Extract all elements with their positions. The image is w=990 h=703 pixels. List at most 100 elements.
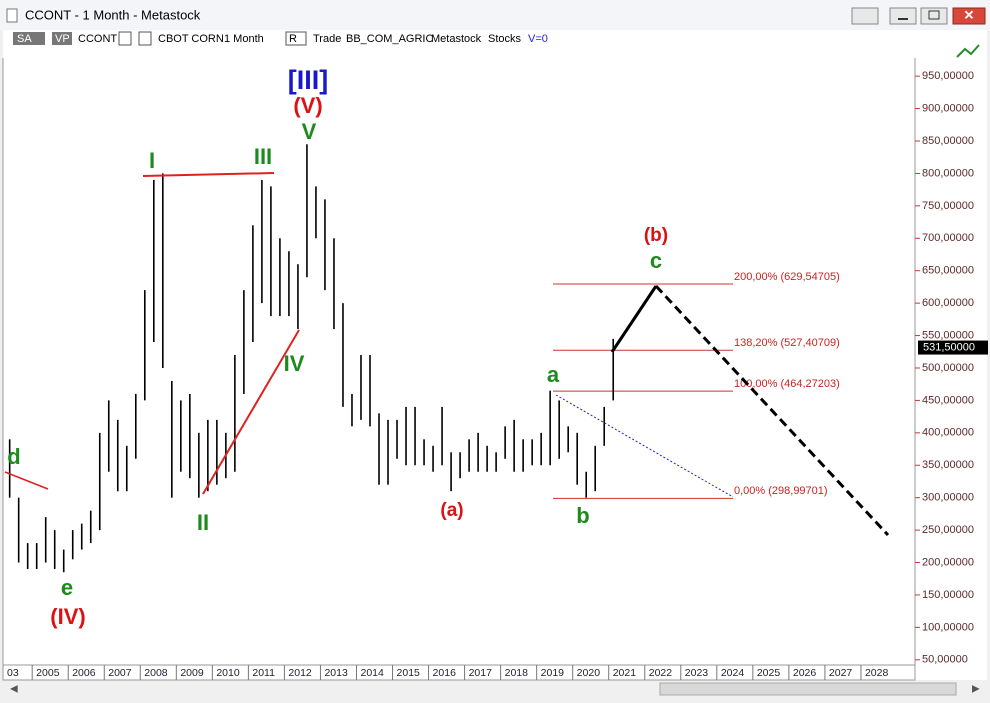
x-tick-label: 2010 xyxy=(216,667,240,679)
wave-label: (IV) xyxy=(50,604,85,629)
y-tick-label: 100,00000 xyxy=(922,621,974,633)
x-tick-label: 2011 xyxy=(252,667,275,679)
close-icon: ✕ xyxy=(964,7,975,22)
fib-label: 100,00% (464,27203) xyxy=(734,378,840,390)
scrollbar-thumb[interactable] xyxy=(659,682,957,696)
y-tick-label: 700,00000 xyxy=(922,232,974,244)
x-tick-label: 2008 xyxy=(144,667,168,679)
y-tick-label: 550,00000 xyxy=(922,329,974,341)
symbol-dropdown[interactable] xyxy=(118,31,132,46)
x-tick-label: 03 xyxy=(7,667,19,679)
wave-labels: d e (IV) I II III IV V (V) [III] (a) a b… xyxy=(7,65,668,629)
scroll-right[interactable]: ▶ xyxy=(972,684,980,695)
y-tick-label: 300,00000 xyxy=(922,492,974,504)
y-tick-label: 900,00000 xyxy=(922,102,974,114)
x-tick-label: 2014 xyxy=(360,667,384,679)
trend-line xyxy=(142,172,275,177)
y-tick-label: 150,00000 xyxy=(922,589,974,601)
y-tick-label: 200,00000 xyxy=(922,556,974,568)
y-tick-label: 600,00000 xyxy=(922,297,974,309)
x-tick-label: 2024 xyxy=(721,667,745,679)
x-tick-label: 2005 xyxy=(36,667,60,679)
x-tick-label: 2017 xyxy=(469,667,493,679)
toolbar-item: Trade xyxy=(313,33,341,45)
y-tick-label: 950,00000 xyxy=(922,70,974,82)
x-tick-label: 2013 xyxy=(324,667,348,679)
sa-button[interactable] xyxy=(13,32,45,45)
wave-label: a xyxy=(547,362,560,387)
y-tick-label: 850,00000 xyxy=(922,135,974,147)
fib-label: 138,20% (527,40709) xyxy=(734,337,840,349)
y-tick-label: 800,00000 xyxy=(922,167,974,179)
trend-line xyxy=(202,329,300,495)
y-tick-label: 750,00000 xyxy=(922,200,974,212)
period-dropdown[interactable] xyxy=(138,31,152,46)
x-tick-label: 2022 xyxy=(649,667,673,679)
vp-button[interactable] xyxy=(52,32,72,45)
y-tick-label: 650,00000 xyxy=(922,265,974,277)
toolbar-item: V=0 xyxy=(528,33,548,45)
fib-label: 200,00% (629,54705) xyxy=(734,271,840,283)
wave-label: (V) xyxy=(293,93,322,118)
toolbar-item: BB_COM_AGRIC xyxy=(346,33,433,45)
x-tick-label: 2006 xyxy=(72,667,96,679)
x-axis-strip xyxy=(2,664,916,681)
y-tick-label: 50,00000 xyxy=(922,654,968,666)
wave-label: (b) xyxy=(644,225,668,246)
wave-label: d xyxy=(7,444,20,469)
wave-label: IV xyxy=(284,351,305,376)
restore-button[interactable] xyxy=(851,7,879,25)
wave-label: [III] xyxy=(288,65,329,95)
y-tick-label: 250,00000 xyxy=(922,524,974,536)
r-dropdown[interactable] xyxy=(285,31,307,46)
toolbar-item: 1 Month xyxy=(224,33,264,45)
wave-label: e xyxy=(61,575,73,600)
last-price-box xyxy=(918,340,988,355)
scroll-left[interactable]: ◀ xyxy=(10,684,18,695)
x-tick-label: 2018 xyxy=(505,667,529,679)
x-tick-label: 2028 xyxy=(865,667,889,679)
trend-line xyxy=(4,471,49,490)
wave-label: b xyxy=(576,503,589,528)
wave-label: II xyxy=(197,510,209,535)
window-title: CCONT - 1 Month - Metastock xyxy=(25,7,201,22)
toolbar-item: Stocks xyxy=(488,33,522,45)
x-tick-label: 2025 xyxy=(757,667,781,679)
minimize-button[interactable] xyxy=(889,7,917,25)
y-tick-label: 350,00000 xyxy=(922,459,974,471)
x-tick-label: 2020 xyxy=(577,667,601,679)
y-tick-label: 450,00000 xyxy=(922,394,974,406)
x-tick-label: 2007 xyxy=(108,667,132,679)
chart-area xyxy=(3,30,987,680)
app-icon xyxy=(6,8,18,23)
close-button[interactable] xyxy=(952,7,986,25)
projection-line xyxy=(610,285,658,353)
x-tick-label: 2016 xyxy=(433,667,457,679)
drawings xyxy=(4,172,890,537)
x-tick-label: 2026 xyxy=(793,667,817,679)
maximize-icon xyxy=(928,10,940,20)
x-tick-label: 2019 xyxy=(541,667,565,679)
wave-label: c xyxy=(650,248,662,273)
title-bar xyxy=(0,0,990,30)
maximize-button[interactable] xyxy=(920,7,948,25)
toolbar-item: VP xyxy=(55,33,70,45)
toolbar-item: CCONT xyxy=(78,33,117,45)
fib-label: 0,00% (298,99701) xyxy=(734,485,828,497)
wave-label: I xyxy=(149,148,155,173)
x-tick-label: 2027 xyxy=(829,667,853,679)
x-tick-label: 2012 xyxy=(288,667,312,679)
last-price-label: 531,50000 xyxy=(923,341,975,353)
wave-label: III xyxy=(254,144,272,169)
x-tick-label: 2023 xyxy=(685,667,709,679)
toolbar-item: CBOT CORN xyxy=(158,33,224,45)
x-tick-label: 2021 xyxy=(613,667,637,679)
toolbar: SA VP CCONT CBOT CORN 1 Month R Trade BB… xyxy=(13,31,980,58)
y-tick-label: 500,00000 xyxy=(922,362,974,374)
projection-line xyxy=(654,284,890,537)
toolbar-item: Metastock xyxy=(431,33,482,45)
plot: 50,00000 100,00000 150,00000 200,00000 250,0… xyxy=(7,70,974,680)
chart-icon[interactable] xyxy=(956,44,980,58)
toolbar-item: R xyxy=(289,33,297,45)
wave-label: V xyxy=(302,119,317,144)
